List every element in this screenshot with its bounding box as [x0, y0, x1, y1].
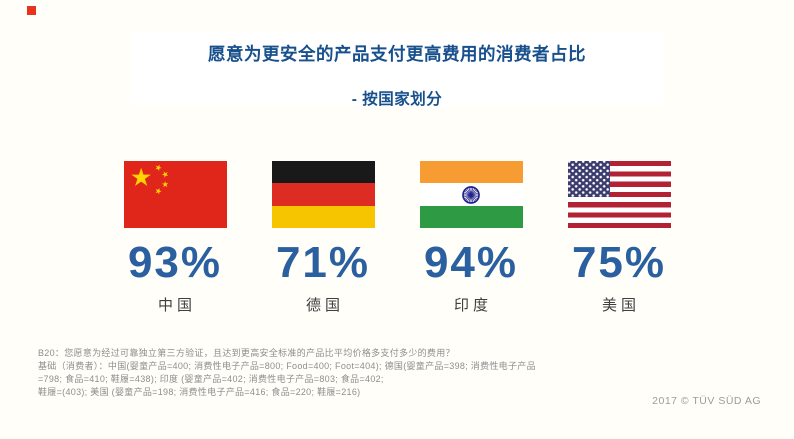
china-flag — [123, 161, 227, 228]
percent-value-china: 93% — [127, 238, 223, 287]
red-corner-marker — [27, 6, 36, 15]
usa-star-canton — [567, 161, 610, 198]
germany-flag — [271, 161, 375, 228]
country-columns: 93% 中国 71% 德国 — [0, 161, 794, 315]
percent-value-germany: 71% — [275, 238, 371, 287]
footnote-line-1: B20：您愿意为经过可靠独立第三方验证，且达到更高安全标准的产品比平均价格多支付… — [38, 348, 455, 358]
country-column-india: 94% 印度 — [419, 161, 523, 315]
country-label-india: 印度 — [453, 297, 492, 314]
footnote-line-3: =798; 食品=410; 鞋履=438); 印度 (婴童产品=402; 消费性… — [38, 374, 384, 384]
survey-footnote: B20：您愿意为经过可靠独立第三方验证，且达到更高安全标准的产品比平均价格多支付… — [38, 347, 618, 399]
india-flag — [419, 161, 523, 228]
india-saffron-band — [419, 161, 523, 184]
country-column-germany: 71% 德国 — [271, 161, 375, 315]
title-panel: 愿意为更安全的产品支付更高费用的消费者占比 - 按国家划分 — [130, 32, 664, 108]
country-label-china: 中国 — [157, 297, 196, 314]
footnote-line-2: 基础（消费者）：中国(婴童产品=400; 消费性电子产品=800; Food=4… — [38, 361, 536, 371]
india-green-band — [419, 205, 523, 228]
germany-black-band — [271, 161, 375, 184]
page-title: 愿意为更安全的产品支付更高费用的消费者占比 — [208, 44, 586, 64]
percent-value-usa: 75% — [571, 238, 667, 287]
country-column-china: 93% 中国 — [123, 161, 227, 315]
usa-flag — [567, 161, 671, 228]
germany-gold-band — [271, 205, 375, 228]
page-subtitle: - 按国家划分 — [351, 91, 443, 108]
china-flag-stars — [130, 164, 168, 195]
ashoka-chakra-icon — [462, 185, 480, 204]
country-label-usa: 美国 — [601, 297, 640, 314]
copyright-notice: 2017 © TÜV SÜD AG — [652, 395, 761, 407]
percent-value-india: 94% — [423, 238, 519, 287]
country-column-usa: 75% 美国 — [567, 161, 671, 315]
germany-red-band — [271, 183, 375, 206]
footnote-line-4: 鞋履=(403); 美国 (婴童产品=198; 消费性电子产品=416; 食品=… — [38, 387, 361, 397]
country-label-germany: 德国 — [305, 297, 344, 314]
